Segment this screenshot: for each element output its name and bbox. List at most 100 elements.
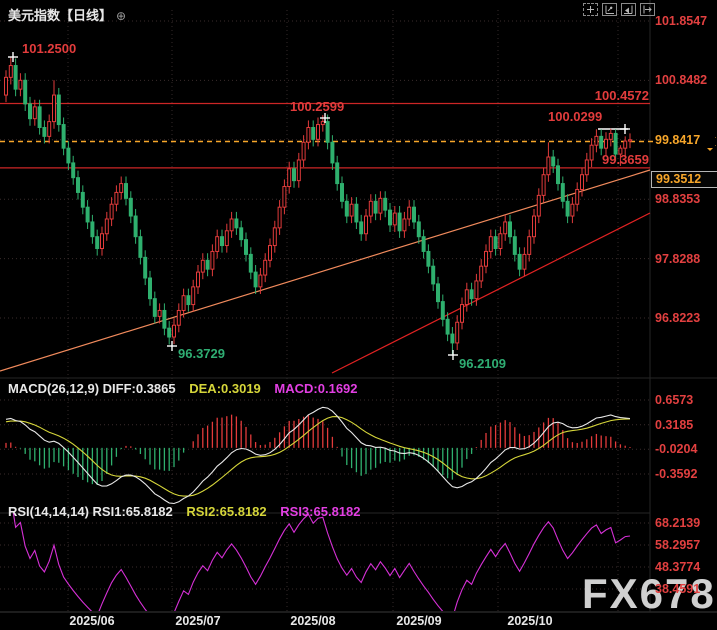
- candle-up: [8, 65, 13, 78]
- candle-up: [570, 203, 575, 217]
- candle-down: [469, 289, 474, 300]
- candle-down: [436, 283, 440, 303]
- candle-down: [124, 183, 128, 199]
- extreme-price-annotation: 100.2599: [290, 99, 345, 114]
- candle-up: [378, 197, 383, 214]
- candle-down: [220, 236, 224, 247]
- candle-down: [143, 256, 148, 279]
- candle-down: [248, 253, 253, 273]
- macd-axis-label: 0.3185: [655, 417, 694, 432]
- rsi-header: RSI(14,14,14) RSI1:65.8182 RSI2:65.8182 …: [8, 504, 361, 519]
- candle-up: [258, 274, 263, 288]
- candle-down: [56, 94, 61, 126]
- candle-down: [517, 253, 522, 270]
- dea-line: [5, 416, 631, 497]
- candle-up: [52, 94, 56, 123]
- candle-up: [104, 218, 109, 235]
- candle-down: [450, 333, 455, 344]
- x-axis-month-label: 2025/09: [396, 614, 442, 628]
- candle-down: [508, 221, 512, 238]
- candle-up: [18, 79, 23, 90]
- rsi-plot: [12, 513, 631, 611]
- macd-axis-label: -0.3592: [655, 467, 698, 481]
- candle-down: [239, 227, 244, 241]
- candle-down: [325, 121, 330, 143]
- candle-up: [484, 250, 488, 267]
- detach-window-icon[interactable]: [640, 3, 655, 16]
- candle-up: [301, 141, 306, 161]
- candle-up: [608, 132, 613, 140]
- chart-title-bar: 美元指数【日线】 ⊕: [8, 5, 126, 24]
- candle-down: [551, 156, 556, 167]
- x-axis-month-label: 2025/06: [69, 614, 115, 628]
- candle-down: [445, 318, 450, 335]
- candle-up: [536, 194, 541, 217]
- candle-down: [28, 103, 32, 120]
- candle-down: [253, 271, 258, 288]
- extreme-price-annotation: 101.2500: [22, 41, 77, 56]
- candle-up: [176, 309, 181, 326]
- candle-down: [13, 65, 18, 90]
- diff-line: [5, 406, 631, 505]
- candle-down: [311, 127, 316, 140]
- candle-up: [488, 236, 493, 252]
- extreme-cross-marker: [167, 341, 177, 351]
- crosshair-tool-icon[interactable]: [583, 3, 598, 16]
- candle-up: [623, 140, 628, 149]
- add-indicator-icon[interactable]: ⊕: [116, 9, 127, 23]
- candle-up: [210, 250, 215, 270]
- candle-up: [306, 127, 311, 143]
- price-axis-label: 97.8288: [655, 251, 701, 266]
- candle-down: [61, 124, 66, 149]
- x-axis-month-label: 2025/10: [507, 614, 553, 628]
- candle-up: [191, 286, 196, 306]
- candle-up: [594, 135, 599, 146]
- candle-down: [599, 135, 604, 149]
- candle-up: [527, 236, 532, 255]
- candle-down: [42, 127, 47, 137]
- candles: [4, 56, 632, 355]
- candle-up: [522, 253, 527, 270]
- candle-up: [320, 121, 325, 126]
- candle-up: [364, 215, 368, 235]
- extreme-price-annotation: 100.0299: [548, 109, 603, 124]
- macd-axis-label: -0.0204: [655, 442, 698, 457]
- candle-down: [244, 239, 248, 255]
- candle-up: [229, 218, 234, 232]
- trendline-value-box: 99.3512: [651, 171, 717, 188]
- rsi-axis-label: 48.3774: [655, 560, 701, 574]
- extreme-cross-marker: [8, 52, 18, 62]
- candle-down: [512, 236, 517, 255]
- candle-up: [498, 233, 503, 249]
- candle-up: [392, 212, 397, 226]
- price-axis-label: 100.8482: [655, 73, 708, 88]
- candle-up: [349, 203, 354, 217]
- candle-down: [412, 206, 416, 223]
- candle-down: [359, 221, 364, 235]
- candle-up: [618, 147, 623, 155]
- candle-down: [205, 259, 210, 270]
- candle-up: [455, 321, 460, 344]
- red-trendline[interactable]: [331, 212, 651, 374]
- candle-up: [4, 76, 8, 96]
- rsi-params-label: RSI(14,14,14) RSI1:65.8182: [8, 504, 173, 519]
- rsi-line: [12, 513, 631, 611]
- axis-left-icon[interactable]: [602, 3, 617, 16]
- orange-trendline[interactable]: [0, 169, 651, 372]
- candle-up: [628, 139, 632, 142]
- candle-down: [354, 203, 359, 223]
- axis-right-icon[interactable]: [621, 3, 636, 16]
- extreme-cross-marker: [448, 350, 458, 360]
- candle-down: [66, 147, 71, 164]
- candle-up: [172, 324, 176, 338]
- candle-up: [503, 221, 508, 235]
- candle-up: [119, 183, 124, 193]
- chart-toolbar: [583, 3, 655, 16]
- candle-up: [47, 121, 52, 137]
- price-axis-label: 96.8223: [655, 311, 701, 325]
- candle-down: [138, 236, 143, 258]
- candle-down: [493, 236, 498, 249]
- candle-down: [431, 265, 436, 285]
- candle-down: [397, 212, 402, 232]
